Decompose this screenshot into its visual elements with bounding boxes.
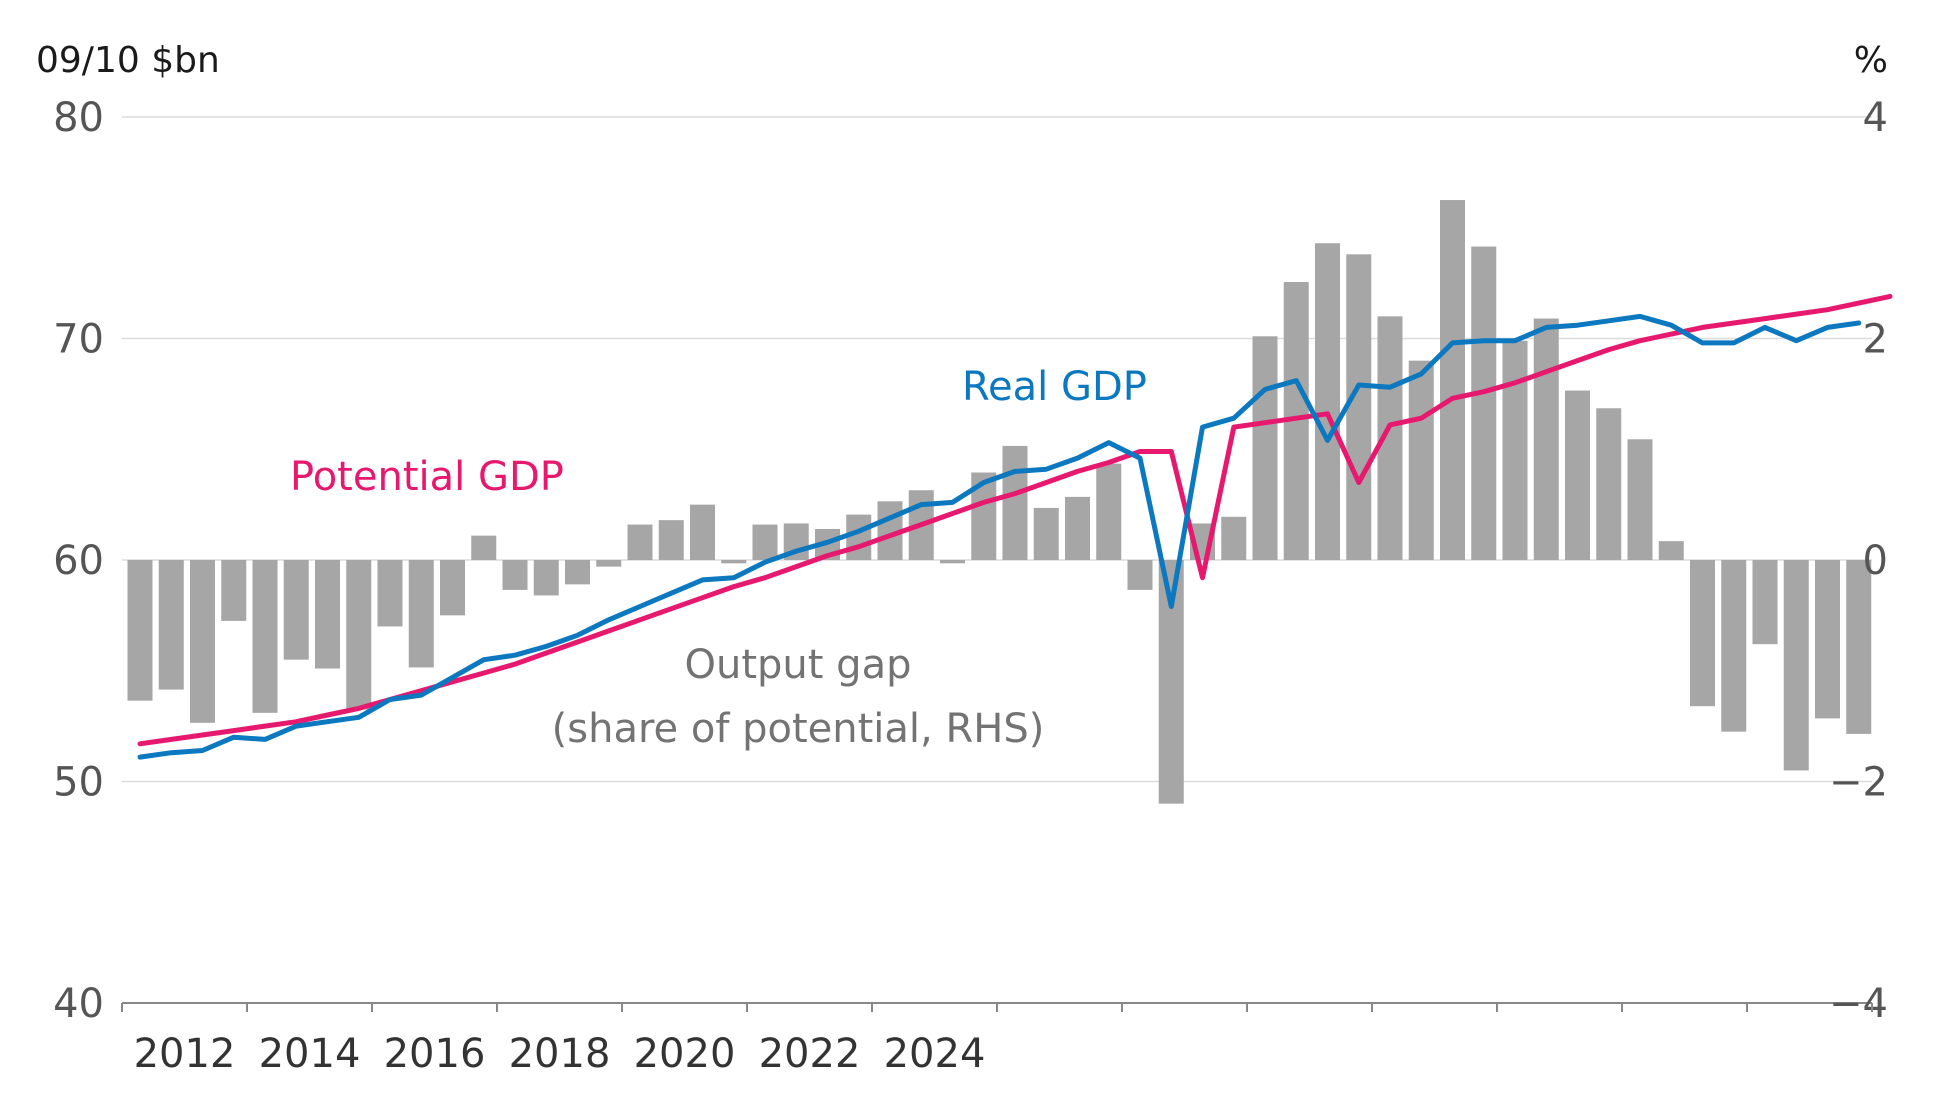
output-gap-bar — [627, 524, 653, 560]
output-gap-bar — [1252, 336, 1278, 560]
output-gap-label: Output gap — [685, 642, 912, 688]
output-gap-bar — [127, 560, 153, 701]
x-tick-label: 2014 — [259, 1031, 361, 1077]
output-gap-bar — [221, 560, 247, 621]
gdp-lines — [137, 293, 1893, 760]
output-gap-bar — [1065, 496, 1090, 560]
right-tick-label: 2 — [1863, 317, 1888, 363]
left-tick-label: 70 — [53, 317, 104, 363]
x-tick-label: 2018 — [509, 1031, 611, 1077]
output-gap-bar — [596, 560, 622, 567]
left-tick-label: 40 — [53, 981, 104, 1027]
output-gap-bar — [1096, 463, 1122, 560]
output-gap-bar — [1533, 318, 1559, 560]
output-gap-bar — [940, 560, 965, 564]
x-tick-label: 2024 — [884, 1031, 986, 1077]
output-gap-bar — [1658, 541, 1684, 560]
left-tick-label: 60 — [53, 538, 104, 584]
output-gap-bar — [1315, 243, 1340, 560]
x-tick-label: 2022 — [759, 1031, 861, 1077]
output-gap-bar — [346, 560, 372, 710]
real-gdp-label: Real GDP — [962, 364, 1147, 410]
x-axis-ticks: 2012 2014 2016 2018 2020 2022 2024 — [121, 1003, 1873, 1077]
output-gap-bar — [1815, 560, 1840, 719]
right-axis-unit: % — [1854, 40, 1888, 81]
output-gap-bar — [690, 504, 715, 560]
output-gap-bar — [1471, 246, 1497, 560]
output-gap-bar — [1346, 254, 1372, 560]
output-gap-bar — [533, 560, 559, 596]
right-tick-label: 4 — [1863, 95, 1888, 141]
output-gap-bar — [408, 560, 434, 668]
right-tick-label: −4 — [1829, 981, 1888, 1027]
output-gap-bar — [1627, 439, 1653, 560]
output-gap-bar — [721, 560, 747, 564]
output-gap-bar — [1033, 507, 1059, 560]
output-gap-bar — [1440, 200, 1465, 560]
output-gap-bar — [440, 560, 465, 616]
x-tick-label: 2020 — [634, 1031, 736, 1077]
output-gap-bar — [1690, 560, 1715, 707]
output-gap-bar — [1596, 408, 1622, 560]
output-gap-bar — [565, 560, 590, 585]
right-tick-label: 0 — [1863, 538, 1888, 584]
output-gap-bar — [1502, 340, 1528, 560]
right-axis-ticks: −4 −2 0 2 4 — [1829, 95, 1888, 1027]
real-gdp-line — [137, 313, 1862, 760]
output-gap-bar — [502, 560, 528, 590]
output-gap-bar — [471, 535, 497, 560]
right-tick-label: −2 — [1829, 760, 1888, 806]
output-gap-bar — [283, 560, 309, 660]
output-gap-bar — [1565, 390, 1590, 560]
output-gap-bar — [1002, 445, 1028, 560]
output-gap-bar — [158, 560, 184, 690]
output-gap-bar — [1127, 560, 1153, 590]
output-gap-bars — [127, 200, 1872, 804]
x-tick-label: 2016 — [384, 1031, 486, 1077]
output-gap-bar — [752, 524, 778, 560]
left-tick-label: 50 — [53, 760, 104, 806]
output-gap-bar — [1408, 360, 1434, 560]
output-gap-bar — [1221, 516, 1247, 560]
left-axis-ticks: 40 50 60 70 80 — [53, 95, 104, 1027]
output-gap-sublabel: (share of potential, RHS) — [552, 706, 1045, 752]
left-axis-unit: 09/10 $bn — [36, 40, 220, 81]
output-gap-bar — [377, 560, 403, 627]
output-gap-bar — [315, 560, 340, 669]
output-gap-bar — [1721, 560, 1747, 732]
output-gap-bar — [658, 520, 684, 560]
output-gap-bar — [1752, 560, 1778, 645]
output-gap-bar — [1846, 560, 1872, 734]
output-gap-bar — [846, 514, 872, 560]
output-gap-bar — [252, 560, 278, 713]
potential-gdp-label: Potential GDP — [290, 454, 564, 500]
x-tick-label: 2012 — [134, 1031, 236, 1077]
output-gap-bar — [190, 560, 215, 723]
left-tick-label: 80 — [53, 95, 104, 141]
output-gap-bar — [1783, 560, 1809, 771]
